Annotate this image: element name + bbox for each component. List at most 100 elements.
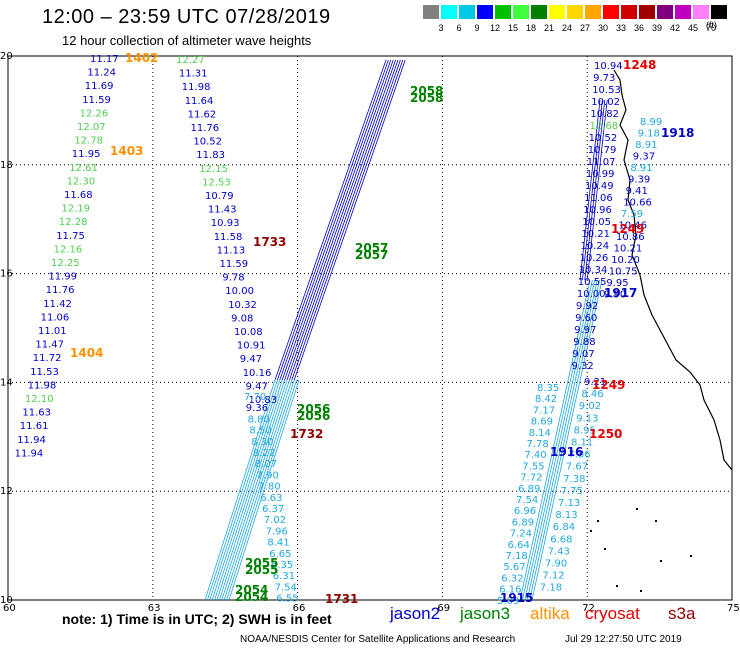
color-swatch [549, 5, 565, 19]
track-jason2 [293, 59, 406, 381]
wave-height-lower2: 7.86 [568, 450, 590, 461]
wave-height-left: 11.47 [35, 340, 64, 351]
wave-height-left: 12.16 [54, 244, 83, 255]
wave-height-right: 10.96 [583, 205, 612, 216]
wave-height-left: 12.30 [67, 176, 96, 187]
wave-height-mid: 10.32 [228, 300, 257, 311]
track-jason2 [284, 59, 396, 381]
track-jason3 [211, 379, 283, 601]
wave-height-right: 10.00 [577, 289, 606, 300]
coastline [613, 69, 733, 471]
track-cryosat [522, 279, 593, 601]
y-tick-label: 12 [0, 486, 13, 497]
pass-time-label: 1249 [592, 378, 625, 392]
color-swatch [495, 5, 511, 19]
track-jason3 [221, 379, 293, 601]
wave-height-left: 12.78 [74, 136, 103, 147]
x-tick-label: 75 [727, 603, 740, 614]
color-swatch [657, 5, 673, 19]
wave-height-left: 12.61 [69, 163, 98, 174]
wave-height-center: 6.55 [276, 594, 298, 605]
wave-height-lower: 7.55 [522, 461, 544, 472]
wave-height-right: 9.88 [573, 337, 595, 348]
wave-height-mid: 11.76 [191, 123, 220, 134]
wave-height-lower: 6.32 [501, 573, 523, 584]
color-scale-unit: (ft) [706, 20, 717, 30]
wave-height-left: 11.01 [38, 326, 67, 337]
track-jason3 [216, 379, 288, 601]
map-frame [7, 55, 733, 601]
wave-height-side: 10.46 [618, 221, 647, 232]
wave-height-side: 8.91 [635, 140, 657, 151]
wave-height-center: 6.31 [273, 571, 295, 582]
track-cryosat [519, 279, 591, 601]
wave-height-side: 8.99 [640, 117, 662, 128]
track-jason2 [286, 59, 399, 381]
wave-height-mid: 10.08 [234, 327, 263, 338]
wave-height-mid: 11.59 [220, 259, 249, 270]
pass-time-label: 1250 [589, 427, 622, 441]
pass-time-label: 1918 [661, 126, 694, 140]
wave-height-lower: 6.89 [518, 484, 540, 495]
pass-time-label: 2054 [235, 583, 268, 597]
wave-height-side: 10.20 [611, 255, 640, 266]
wave-height-left: 11.68 [64, 190, 93, 201]
wave-height-left: 12.10 [25, 394, 54, 405]
track-jason3 [207, 379, 278, 601]
color-swatch [675, 5, 691, 19]
island-mark [616, 585, 618, 587]
wave-height-mid: 12.53 [202, 177, 231, 188]
island-mark [690, 555, 692, 557]
pass-time-label: 1249 [611, 222, 644, 236]
color-scale-label: 45 [687, 23, 698, 33]
wave-height-mid: 11.58 [214, 232, 243, 243]
wave-height-center: 7.90 [257, 470, 279, 481]
wave-height-right: 9.07 [572, 349, 594, 360]
track-jason2 [274, 59, 387, 381]
x-tick-label: 72 [582, 603, 595, 614]
wave-height-right: 9.92 [576, 301, 598, 312]
wave-height-lower2: 7.38 [563, 474, 585, 485]
pass-time-label: 1402 [125, 51, 158, 65]
color-swatch [603, 5, 619, 19]
pass-time-label: 1916 [550, 445, 583, 459]
wave-height-mid: 12.27 [176, 55, 205, 66]
chart-subtitle: 12 hour collection of altimeter wave hei… [62, 33, 312, 48]
pass-time-label: 2057 [355, 248, 388, 262]
pass-time-label: 2055 [245, 563, 278, 577]
track-cryosat [524, 279, 596, 601]
wave-height-left: 12.19 [61, 204, 90, 215]
color-scale-label: 33 [615, 23, 626, 33]
island-mark [590, 530, 592, 532]
pass-time-label: 1731 [325, 592, 358, 606]
y-tick-label: 14 [0, 377, 13, 388]
wave-height-lower: 7.17 [533, 405, 555, 416]
island-mark [597, 520, 599, 522]
wave-height-left: 11.42 [43, 299, 72, 310]
wave-height-right: 11.06 [584, 193, 613, 204]
wave-height-lower: 7.40 [524, 450, 546, 461]
track-jason3 [228, 379, 300, 601]
wave-height-side: 7.59 [621, 209, 643, 220]
pass-time-label: 2056 [297, 409, 330, 423]
color-swatch [513, 5, 529, 19]
wave-height-lower: 5.67 [503, 562, 525, 573]
wave-height-right: 10.21 [581, 229, 610, 240]
wave-height-lower: 6.64 [508, 540, 530, 551]
wave-height-left: 11.24 [87, 68, 116, 79]
wave-height-lower: 7.78 [527, 439, 549, 450]
wave-height-side: 9.39 [628, 175, 650, 186]
wave-height-lower: 5.09 [497, 596, 519, 607]
track-jason3 [219, 379, 290, 601]
y-tick-label: 18 [0, 160, 13, 171]
wave-height-center: 6.35 [271, 560, 293, 571]
wave-height-center: 7.54 [275, 582, 297, 593]
color-swatch [459, 5, 475, 19]
credit-line: NOAA/NESDIS Center for Satellite Applica… [240, 634, 516, 645]
wave-height-lower2: 9.21 [584, 377, 606, 388]
wave-height-mid: 10.91 [237, 341, 266, 352]
wave-height-lower2: 7.90 [545, 559, 567, 570]
wave-height-center: 8.50 [249, 426, 271, 437]
wave-height-right: 12.68 [590, 121, 619, 132]
